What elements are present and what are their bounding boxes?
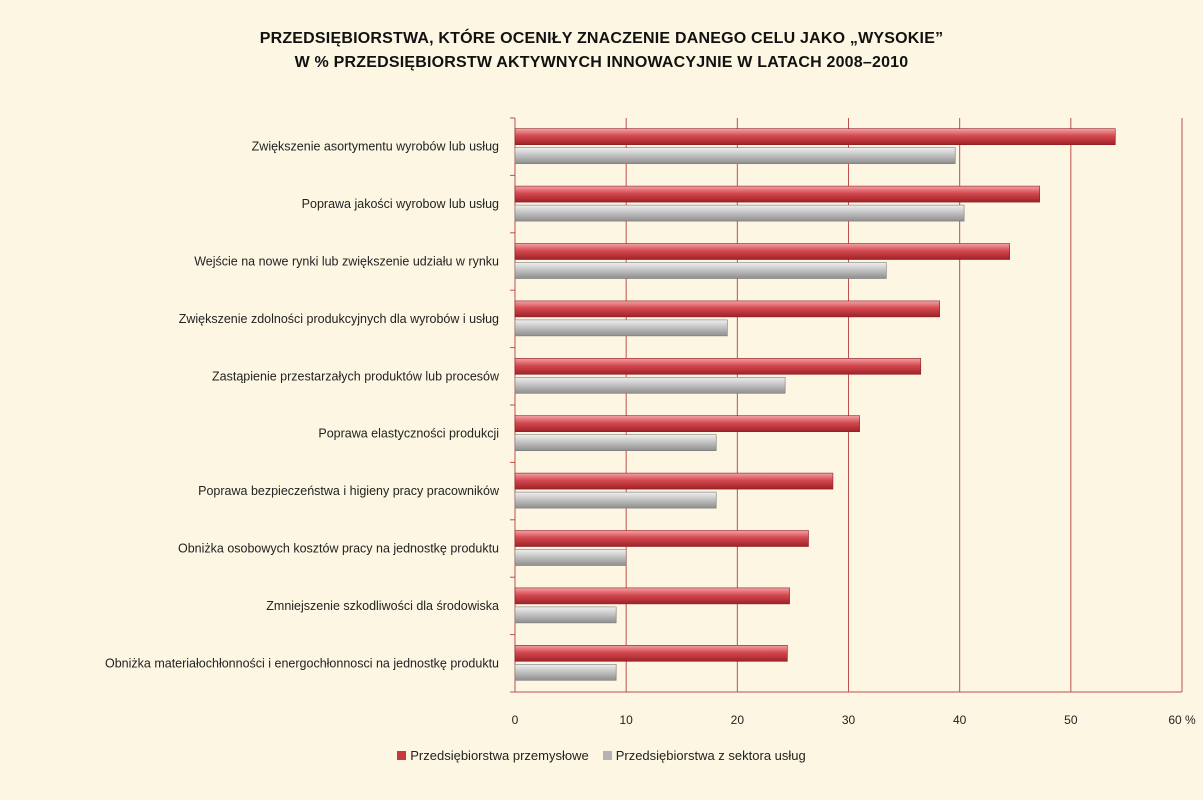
chart-title-line-1: PRZEDSIĘBIORSTWA, KTÓRE OCENIŁY ZNACZENI… [259,30,944,47]
bar-industrial [514,128,1116,145]
bar-industrial [514,185,1041,203]
bar-services [514,663,617,681]
bar-services [514,262,887,279]
x-tick-label: 40 [953,713,967,727]
x-tick-label: 60 % [1168,713,1196,727]
chart-title-line-2: W % PRZEDSIĘBIORSTW AKTYWNYCH INNOWACYJN… [294,54,909,71]
bar-services [514,606,617,624]
bar-industrial [514,415,860,433]
category-label: Wejście na nowe rynki lub zwiększenie ud… [194,255,499,269]
legend-swatch-industrial [397,751,407,760]
category-label: Zmniejszenie szkodliwości dla środowiska [266,599,499,613]
category-label: Zwiększenie zdolności produkcyjnych dla … [179,312,499,326]
bar-industrial [514,472,834,490]
bar-industrial [514,587,790,605]
x-tick-label: 0 [512,713,519,727]
legend-item-services: Przedsiębiorstwa z sektora usług [602,748,806,763]
legend-label-services: Przedsiębiorstwa z sektora usług [615,748,806,763]
x-tick-label: 10 [619,713,633,727]
bar-services [514,147,956,164]
category-label: Zwiększenie asortymentu wyrobów lub usłu… [252,140,499,154]
x-tick-label: 20 [731,713,745,727]
legend-item-industrial: Przedsiębiorstwa przemysłowe [397,748,589,763]
bar-industrial [514,243,1010,260]
category-label: Zastąpienie przestarzałych produktów lub… [212,369,500,383]
bar-industrial [514,644,788,662]
category-label: Obniżka osobowych kosztów pracy na jedno… [178,542,499,556]
x-tick-label: 50 [1064,713,1078,727]
category-label: Poprawa elastyczności produkcji [318,427,499,441]
bar-industrial [514,300,940,318]
category-label: Obniżka materiałochłonności i energochło… [105,656,499,670]
bar-industrial [514,530,809,547]
bar-services [514,204,965,222]
bar-services [514,434,717,452]
bar-services [514,376,786,394]
bar-services [514,549,627,566]
legend-swatch-services [602,751,612,760]
category-label: Poprawa jakości wyrobow lub usług [302,197,499,211]
category-label: Poprawa bezpieczeństwa i higieny pracy p… [198,484,500,498]
bar-services [514,491,717,509]
chart-legend: Przedsiębiorstwa przemysłowe Przedsiębio… [0,748,1203,763]
bar-industrial [514,357,922,375]
x-tick-label: 30 [842,713,856,727]
legend-label-industrial: Przedsiębiorstwa przemysłowe [410,748,589,763]
bar-services [514,319,728,337]
